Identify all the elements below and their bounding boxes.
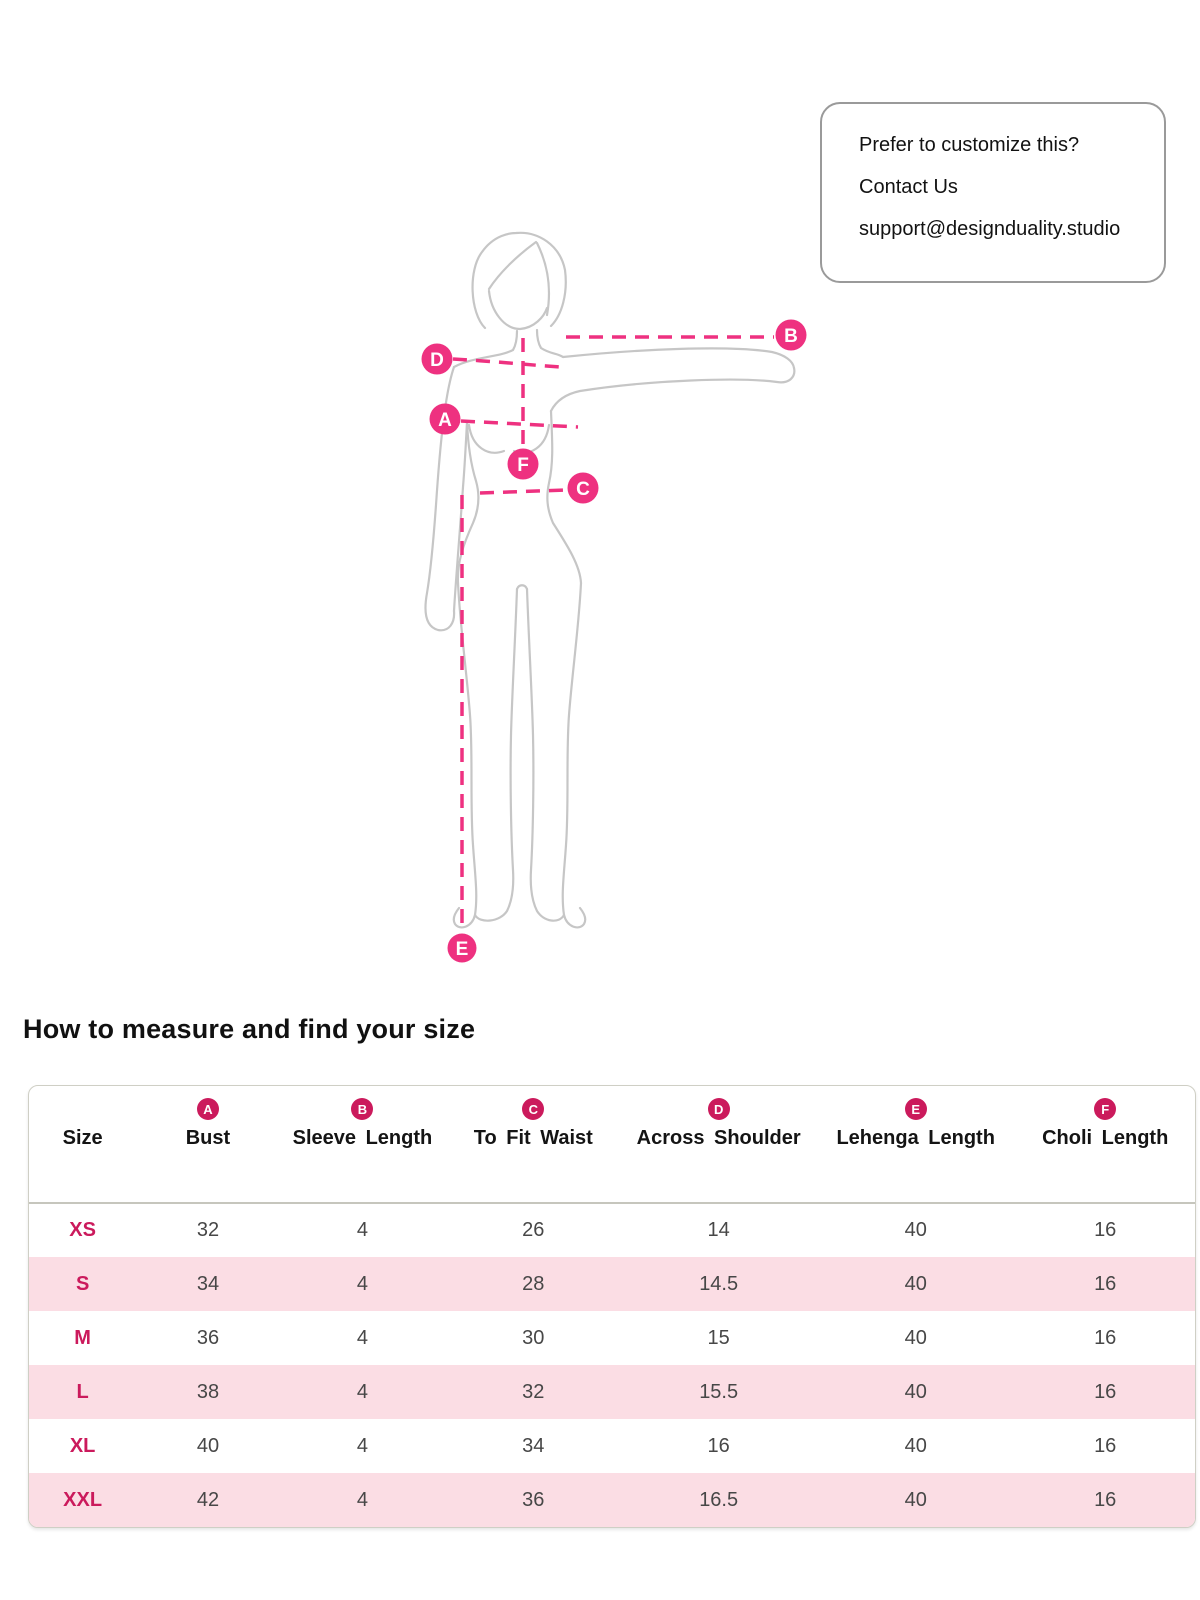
- measurement-value: 16.5: [699, 1488, 739, 1511]
- measurement-value: 40: [904, 1219, 927, 1241]
- measurement-value: 36: [196, 1326, 220, 1349]
- across-shoulder-line: [452, 357, 561, 369]
- measurement-value: 40: [196, 1434, 220, 1457]
- e-badge-icon: E: [904, 1098, 927, 1120]
- size-row-l: L 38 4 32 15.5 40 16: [29, 1365, 1195, 1419]
- size-row-xs: XS 32 4 26 14 40 16: [29, 1203, 1195, 1257]
- size-row-s: S 34 4 28 14.5 40 16: [29, 1257, 1195, 1311]
- measurement-value: 32: [196, 1219, 220, 1241]
- measurement-value: 16: [1094, 1380, 1117, 1403]
- size-row-xxl: XXL 42 4 36 16.5 40 16: [29, 1473, 1195, 1527]
- column-label: Sleeve Length: [292, 1127, 433, 1149]
- size-label: XL: [69, 1434, 96, 1457]
- size-label: M: [74, 1326, 91, 1349]
- column-label: Choli Length: [1042, 1127, 1169, 1149]
- column-header-choli-length: F Choli Length: [1015, 1086, 1195, 1203]
- measurement-value: 16: [1094, 1219, 1117, 1241]
- column-label: Size: [62, 1127, 103, 1149]
- size-row-xl: XL 40 4 34 16 40 16: [29, 1419, 1195, 1473]
- marker-d: D: [421, 343, 453, 375]
- marker-f: F: [507, 448, 539, 480]
- measurement-value: 4: [356, 1434, 369, 1457]
- measurement-value: 28: [522, 1272, 545, 1295]
- size-label: XXL: [63, 1488, 103, 1511]
- measurement-value: 38: [196, 1380, 220, 1403]
- measurement-figure: D B A F C E: [410, 225, 810, 965]
- measurement-value: 4: [356, 1219, 369, 1241]
- measurement-value: 16: [1094, 1272, 1117, 1295]
- measurement-value: 26: [522, 1219, 545, 1241]
- support-email[interactable]: support@designduality.studio: [859, 218, 1121, 240]
- measurement-value: 14.5: [699, 1272, 739, 1295]
- waist-line: [479, 488, 568, 495]
- column-header-sleeve-length: B Sleeve Length: [280, 1086, 446, 1203]
- svg-text:A: A: [438, 410, 452, 431]
- contact-us-label: Contact Us: [859, 176, 958, 198]
- measurement-value: 32: [522, 1380, 545, 1403]
- c-badge-icon: C: [522, 1098, 545, 1120]
- measurement-value: 15.5: [699, 1380, 739, 1403]
- measurement-value: 4: [356, 1488, 369, 1511]
- page-title: How to measure and find your size: [23, 1014, 476, 1044]
- callout-question: Prefer to customize this?: [859, 134, 1080, 156]
- measurement-value: 30: [522, 1326, 545, 1349]
- measurement-value: 14: [707, 1219, 730, 1241]
- column-label: Across Shoulder: [636, 1127, 801, 1149]
- svg-text:C: C: [576, 479, 590, 500]
- svg-text:B: B: [784, 326, 798, 347]
- column-header-across-shoulder: D Across Shoulder: [621, 1086, 816, 1203]
- measurement-value: 16: [707, 1434, 730, 1457]
- a-badge-icon: A: [196, 1098, 219, 1120]
- column-label: Bust: [185, 1127, 231, 1149]
- bust-line: [460, 419, 579, 429]
- svg-text:E: E: [456, 939, 469, 960]
- measurement-value: 40: [904, 1380, 927, 1403]
- measurement-value: 40: [904, 1326, 927, 1349]
- measurement-value: 42: [196, 1488, 220, 1511]
- measurement-value: 4: [356, 1326, 369, 1349]
- measure-dashed-lines: [452, 335, 774, 932]
- size-chart-card: ASize A Bust B Sleeve Length C To Fit Waist D Ac…: [28, 1085, 1196, 1528]
- measurement-value: 16: [1094, 1488, 1117, 1511]
- column-header-to-fit-waist: C To Fit Waist: [445, 1086, 621, 1203]
- f-badge-icon: F: [1094, 1098, 1117, 1120]
- size-chart-table: ASize A Bust B Sleeve Length C To Fit Waist D Ac…: [29, 1086, 1195, 1527]
- column-label: Lehenga Length: [836, 1127, 995, 1149]
- measurement-value: 40: [904, 1434, 927, 1457]
- measurement-value: 40: [904, 1488, 927, 1511]
- measurement-value: 16: [1094, 1434, 1117, 1457]
- d-badge-icon: D: [707, 1098, 730, 1120]
- column-header-lehenga-length: E Lehenga Length: [816, 1086, 1015, 1203]
- size-row-m: M 36 4 30 15 40 16: [29, 1311, 1195, 1365]
- measurement-value: 4: [356, 1272, 369, 1295]
- size-label: L: [76, 1380, 89, 1403]
- column-header-bust: A Bust: [136, 1086, 279, 1203]
- column-header-size: ASize: [29, 1086, 136, 1203]
- measurement-value: 34: [196, 1272, 220, 1295]
- marker-c: C: [567, 472, 599, 504]
- b-badge-icon: B: [351, 1098, 374, 1120]
- measurement-value: 15: [707, 1326, 730, 1349]
- svg-text:F: F: [517, 455, 529, 476]
- measurement-value: 40: [904, 1272, 927, 1295]
- svg-text:D: D: [430, 350, 444, 371]
- size-chart-header: ASize A Bust B Sleeve Length C To Fit Waist D Ac…: [29, 1086, 1195, 1203]
- body-outline-figure: D B A F C E: [421, 231, 807, 963]
- size-label: S: [75, 1272, 90, 1295]
- customize-callout: Prefer to customize this? Contact Us sup…: [820, 102, 1166, 283]
- size-label: XS: [69, 1219, 96, 1241]
- measurement-value: 34: [522, 1434, 545, 1457]
- marker-a: A: [429, 403, 461, 435]
- measurement-value: 4: [356, 1380, 369, 1403]
- measurement-value: 16: [1094, 1326, 1117, 1349]
- marker-e: E: [447, 933, 477, 963]
- measurement-value: 36: [522, 1488, 545, 1511]
- measure-markers: D B A F C E: [421, 319, 807, 963]
- marker-b: B: [775, 319, 807, 351]
- column-label: To Fit Waist: [473, 1127, 593, 1149]
